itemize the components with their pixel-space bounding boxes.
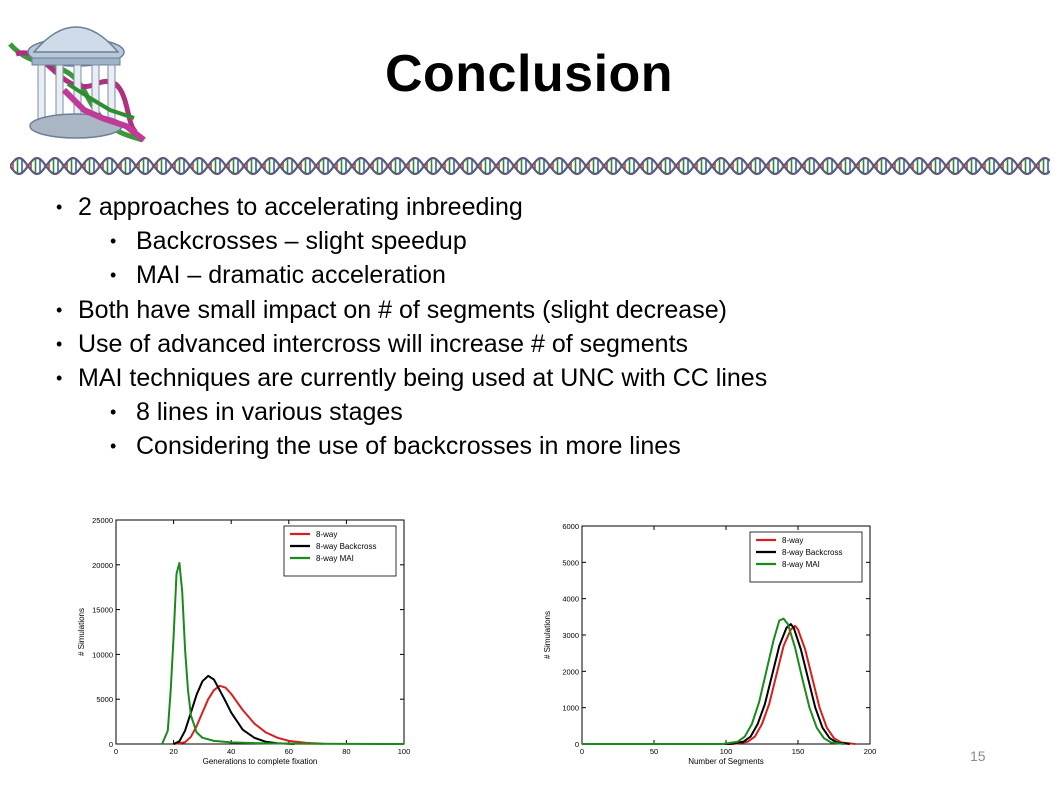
y-tick-label: 0 [109,740,113,749]
y-tick-label: 25000 [92,516,113,525]
x-axis-label: Number of Segments [688,757,764,766]
fixation-chart: 0 5000 10000 15000 20000 25000 0 20 40 60 80 100 Gen… [68,510,418,777]
legend-entry: 8-way Backcross [316,542,376,551]
legend-entry: 8-way MAI [782,560,820,569]
legend [749,531,863,583]
bullet-item: • Both have small impact on # of segments… [56,295,727,324]
y-axis-label: # Simulations [543,611,552,659]
bullet-item: • 8 lines in various stages [110,398,403,427]
x-tick-label: 100 [720,747,733,756]
y-tick-label: 1000 [562,704,579,713]
bullet-item: • Use of advanced intercross will increas… [56,329,689,358]
unc-old-well-logo [6,14,146,151]
x-tick-label: 0 [114,747,118,756]
x-tick-label: 0 [580,747,584,756]
y-tick-label: 10000 [92,650,113,659]
y-tick-label: 5000 [96,695,113,704]
y-tick-label: 15000 [92,606,113,615]
bullet-item: • MAI – dramatic acceleration [110,261,446,290]
x-tick-label: 60 [285,747,293,756]
x-tick-label: 200 [864,747,877,756]
legend-entry: 8-way [316,530,337,539]
legend-entry: 8-way [782,536,803,545]
x-tick-label: 150 [792,747,805,756]
y-tick-label: 3000 [562,631,579,640]
x-tick-label: 50 [650,747,658,756]
bullet-item: • 2 approaches to accelerating inbreeding [56,193,523,221]
x-tick-label: 100 [398,747,411,756]
y-axis-label: # Simulations [77,608,86,656]
bullet-item: • Considering the use of backcrosses in m… [110,432,681,461]
bullet-item: • MAI techniques are currently being used… [56,364,768,393]
legend-entry: 8-way MAI [316,554,354,563]
bullet-item: • Backcrosses – slight speedup [110,227,467,256]
y-tick-label: 2000 [562,667,579,676]
x-tick-label: 40 [227,747,235,756]
y-tick-label: 20000 [92,561,113,570]
dna-helix-divider [10,157,1050,175]
series-line [173,674,295,745]
y-tick-label: 5000 [562,558,579,567]
x-axis-label: Generations to complete fixation [203,757,318,766]
page-number: 15 [970,748,986,764]
y-tick-label: 0 [575,740,579,749]
series-line [582,617,845,745]
series-line [161,562,405,745]
slide-title: Conclusion [384,45,674,103]
segments-chart: 0 1000 2000 3000 4000 5000 6000 0 50 100 150 200 Num… [540,518,880,777]
x-tick-label: 80 [342,747,350,756]
x-tick-label: 20 [169,747,177,756]
legend-entry: 8-way Backcross [782,548,842,557]
y-tick-label: 4000 [562,595,579,604]
bullet-list: • 2 approaches to accelerating inbreeding… [52,190,1032,464]
y-tick-label: 6000 [562,522,579,531]
